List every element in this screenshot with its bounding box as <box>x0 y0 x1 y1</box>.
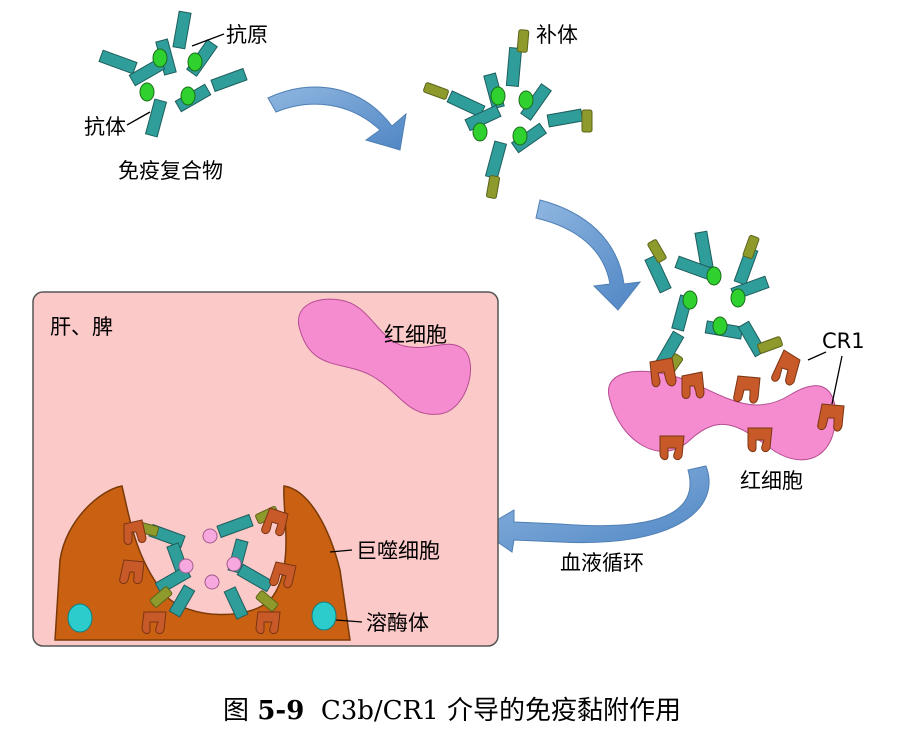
macrophage-pointer <box>329 549 353 553</box>
caption-title: C3b/CR1 介导的免疫黏附作用 <box>320 696 681 726</box>
immune-complex-with-complement <box>423 29 593 199</box>
arrow-to-rbc <box>535 199 642 311</box>
figure-caption: 图 5-9 C3b/CR1 介导的免疫黏附作用 <box>0 690 904 727</box>
lysosome-left <box>67 603 93 633</box>
cr1-label: CR1 <box>822 329 865 353</box>
rbc-label-top: 红细胞 <box>740 469 803 493</box>
arrow-blood-circulation <box>479 465 710 553</box>
antigen-pointer <box>191 33 225 47</box>
arrow-to-complement <box>267 86 407 151</box>
lysosome-right <box>311 601 337 631</box>
antibody-pointer <box>126 111 151 126</box>
immune-complex-on-rbc <box>644 230 845 461</box>
lysosome-label: 溶酶体 <box>366 611 429 635</box>
macrophage-label: 巨噬细胞 <box>356 539 440 563</box>
red-blood-cell-top <box>607 370 837 461</box>
caption-figure-number: 5-9 <box>257 696 305 726</box>
immune-complex-1 <box>98 10 248 138</box>
complement-label: 补体 <box>536 23 578 47</box>
antigen-label: 抗原 <box>226 23 268 47</box>
red-blood-cell-box <box>297 298 471 415</box>
blood-circulation-label: 血液循环 <box>560 551 644 575</box>
liver-spleen-label: 肝、脾 <box>50 315 113 339</box>
lysosome-pointer <box>335 619 363 623</box>
cr1-pointer-2 <box>831 355 843 405</box>
cr1-pointer-1 <box>807 351 827 361</box>
rbc-label-box: 红细胞 <box>384 323 447 347</box>
immune-complex-label: 免疫复合物 <box>118 159 223 183</box>
caption-prefix: 图 <box>223 696 258 726</box>
internalized-complex <box>119 505 297 635</box>
antibody-label: 抗体 <box>84 115 126 139</box>
